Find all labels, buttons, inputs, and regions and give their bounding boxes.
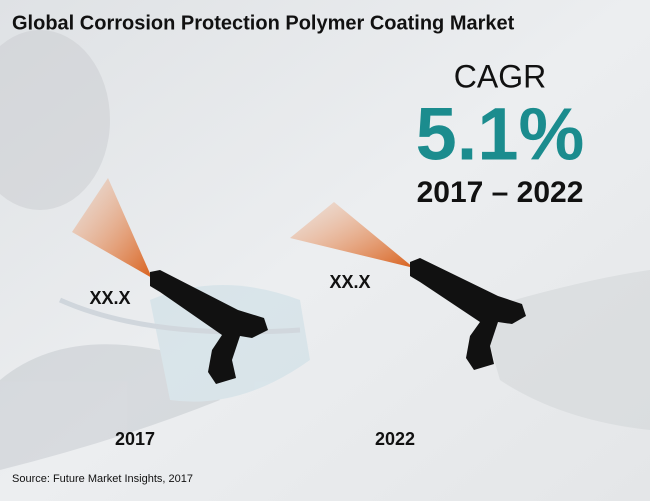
cagr-value: 5.1% bbox=[416, 93, 585, 176]
cagr-label: CAGR bbox=[454, 58, 546, 94]
cagr-period: 2017 – 2022 bbox=[417, 176, 584, 209]
spray-gun-2017 bbox=[72, 178, 268, 384]
value-label: XX.X bbox=[89, 288, 130, 308]
title: Global Corrosion Protection Polymer Coat… bbox=[12, 12, 515, 34]
spray-gun-2022 bbox=[290, 202, 526, 370]
year-label: 2022 bbox=[375, 429, 415, 449]
value-label: XX.X bbox=[329, 272, 370, 292]
year-label: 2017 bbox=[115, 429, 155, 449]
source: Source: Future Market Insights, 2017 bbox=[12, 473, 193, 485]
